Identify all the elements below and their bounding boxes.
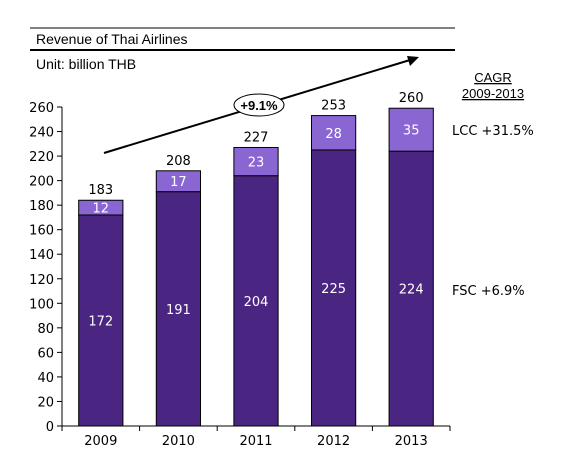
total-label: 183 bbox=[88, 183, 113, 198]
data-label-fsc: 191 bbox=[166, 303, 191, 318]
y-tick-label: 200 bbox=[29, 175, 54, 190]
cagr-label-fsc: FSC +6.9% bbox=[452, 284, 525, 299]
total-label: 260 bbox=[399, 91, 424, 106]
total-label: 208 bbox=[166, 154, 191, 169]
y-tick-label: 140 bbox=[29, 248, 54, 263]
y-tick-label: 0 bbox=[46, 420, 54, 435]
data-label-lcc: 12 bbox=[93, 202, 110, 217]
cagr-header-line1: CAGR bbox=[474, 70, 512, 85]
trend-label-ellipse bbox=[233, 93, 285, 117]
bar-lcc-2009 bbox=[78, 199, 124, 216]
x-tick-label: 2012 bbox=[317, 434, 350, 449]
bar-fsc-2009 bbox=[78, 214, 124, 427]
x-tick-label: 2013 bbox=[395, 434, 428, 449]
y-tick-label: 100 bbox=[29, 297, 54, 312]
total-label: 253 bbox=[321, 99, 346, 114]
data-label-fsc: 224 bbox=[399, 283, 424, 298]
data-label-fsc: 172 bbox=[88, 314, 113, 329]
bar-fsc-2012 bbox=[310, 149, 357, 427]
x-axis bbox=[61, 425, 451, 431]
bars: 172 12 183 2009 191 17 208 2010 204 23 227 2011 225 2… bbox=[78, 91, 434, 449]
data-label-lcc: 23 bbox=[248, 156, 265, 171]
trend-label: +9.1% bbox=[240, 98, 278, 113]
y-tick-label: 240 bbox=[29, 126, 54, 141]
x-tick-label: 2009 bbox=[84, 434, 117, 449]
chart-title: Revenue of Thai Airlines bbox=[36, 31, 188, 47]
bar-lcc-2012 bbox=[310, 115, 357, 151]
bar-lcc-2011 bbox=[233, 146, 279, 177]
trend-arrow-head bbox=[407, 56, 419, 66]
y-tick-label: 80 bbox=[37, 322, 54, 337]
data-label-lcc: 17 bbox=[170, 175, 187, 190]
y-tick-label: 60 bbox=[37, 346, 54, 361]
data-label-fsc: 225 bbox=[321, 282, 346, 297]
x-tick-label: 2011 bbox=[239, 434, 272, 449]
data-label-lcc: 35 bbox=[403, 124, 420, 139]
data-label-lcc: 28 bbox=[325, 127, 342, 142]
chart-subtitle: Unit: billion THB bbox=[36, 56, 136, 72]
cagr-header-line2: 2009-2013 bbox=[462, 86, 524, 101]
bar-fsc-2011 bbox=[233, 175, 279, 427]
data-label-fsc: 204 bbox=[244, 295, 269, 310]
bar-lcc-2013 bbox=[388, 107, 434, 152]
total-label: 227 bbox=[244, 130, 269, 145]
y-tick-label: 220 bbox=[29, 150, 54, 165]
y-axis: 0 20 40 60 80 100 120 140 160 180 200 220 240 260 bbox=[29, 101, 63, 435]
cagr-label-lcc: LCC +31.5% bbox=[452, 124, 534, 139]
y-tick-label: 120 bbox=[29, 273, 54, 288]
y-tick-label: 160 bbox=[29, 224, 54, 239]
y-tick-label: 40 bbox=[37, 371, 54, 386]
bar-lcc-2010 bbox=[155, 170, 202, 193]
x-tick-label: 2010 bbox=[162, 434, 195, 449]
bar-fsc-2013 bbox=[388, 150, 434, 427]
y-tick-label: 180 bbox=[29, 199, 54, 214]
y-tick-label: 260 bbox=[29, 101, 54, 116]
y-tick-label: 20 bbox=[37, 395, 54, 410]
